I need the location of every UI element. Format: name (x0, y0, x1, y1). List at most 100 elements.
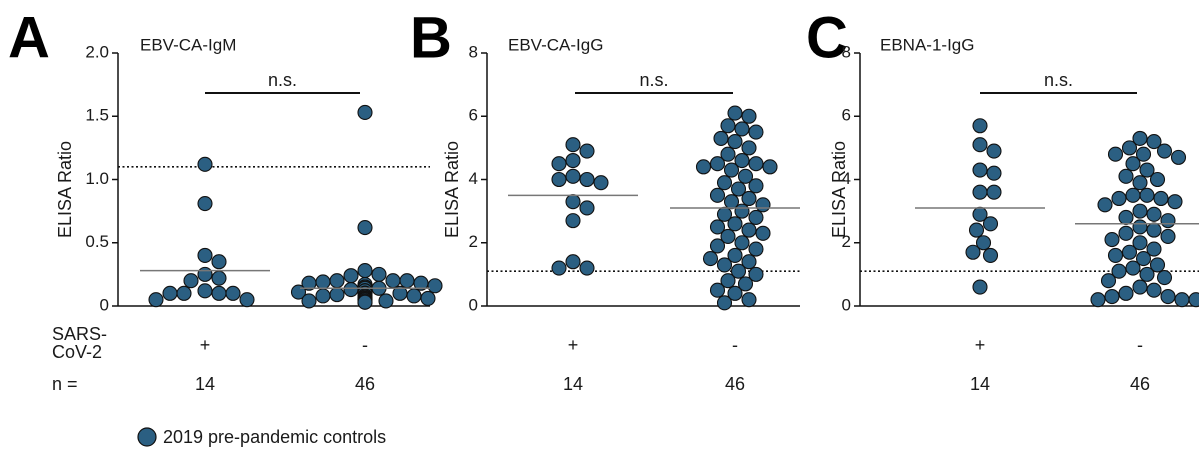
data-point (1125, 187, 1141, 203)
data-point (183, 273, 199, 289)
data-point (1132, 235, 1148, 251)
data-point (986, 184, 1002, 200)
data-point (972, 162, 988, 178)
data-point (720, 228, 736, 244)
data-point (734, 121, 750, 137)
data-point (1118, 285, 1134, 301)
data-point (301, 293, 317, 309)
data-point (1132, 175, 1148, 191)
chart-title: EBNA-1-IgG (880, 35, 974, 54)
y-tick-label: 8 (842, 42, 851, 61)
data-point (1132, 203, 1148, 219)
x-tick-label: + (200, 335, 211, 355)
chart-title: EBV-CA-IgG (508, 35, 603, 54)
y-axis-label: ELISA Ratio (829, 141, 849, 238)
data-point (720, 146, 736, 162)
data-point (565, 254, 581, 270)
y-tick-label: 0 (100, 295, 109, 314)
data-point (1146, 206, 1162, 222)
data-point (579, 260, 595, 276)
panel-label: C (806, 5, 848, 70)
data-point (197, 266, 213, 282)
data-point (399, 273, 415, 289)
data-point (1170, 149, 1187, 165)
data-point (1160, 213, 1176, 229)
y-tick-label: 8 (469, 42, 478, 61)
data-point (716, 295, 733, 311)
data-point (727, 247, 743, 263)
data-point (762, 159, 778, 175)
x-tick-label: - (362, 335, 368, 355)
data-point (565, 213, 581, 229)
data-point (329, 273, 345, 289)
data-point (709, 156, 726, 172)
data-point (709, 282, 726, 298)
x-tick-label: + (975, 335, 986, 355)
data-point (1107, 247, 1124, 263)
data-point (1135, 251, 1152, 267)
data-point (551, 260, 567, 276)
data-point (357, 104, 373, 121)
data-point (378, 293, 394, 309)
data-point (741, 190, 757, 207)
data-point (162, 285, 178, 301)
data-point (741, 108, 757, 124)
data-point (1125, 260, 1141, 276)
data-point (176, 285, 192, 301)
data-point (737, 168, 754, 184)
data-point (734, 203, 750, 219)
data-point (1156, 143, 1173, 159)
data-point (1174, 292, 1190, 308)
data-point (737, 276, 754, 292)
data-point (406, 288, 422, 304)
legend-label: 2019 pre-pandemic controls (163, 427, 386, 447)
data-point (968, 222, 985, 238)
data-point (1146, 134, 1162, 150)
y-tick-label: 0.5 (85, 232, 109, 251)
data-point (986, 165, 1002, 181)
data-point (239, 292, 255, 308)
data-point (1132, 219, 1148, 235)
data-point (1146, 241, 1162, 257)
y-tick-label: 6 (842, 106, 851, 125)
data-point (197, 156, 213, 172)
data-point (755, 225, 771, 241)
data-point (982, 247, 999, 263)
n-value: 14 (970, 374, 990, 394)
data-point (420, 290, 436, 306)
data-point (734, 152, 750, 169)
data-point (1139, 187, 1155, 203)
data-point (197, 283, 213, 299)
data-point (709, 187, 726, 203)
data-point (385, 273, 401, 289)
data-point (727, 134, 743, 150)
y-tick-label: 2 (842, 232, 851, 251)
panel-label: A (8, 5, 50, 70)
data-point (734, 235, 750, 251)
y-tick-label: 4 (469, 169, 478, 188)
data-point (211, 285, 227, 301)
data-point (301, 275, 317, 291)
y-tick-label: 6 (469, 106, 478, 125)
data-point (716, 175, 733, 191)
data-point (1132, 279, 1148, 295)
data-point (1188, 292, 1199, 308)
y-axis-label: ELISA Ratio (55, 141, 75, 238)
data-point (972, 279, 988, 295)
data-point (593, 175, 609, 191)
x-tick-label: + (568, 335, 579, 355)
y-tick-label: 2.0 (85, 42, 109, 61)
data-point (1139, 266, 1155, 282)
data-point (1090, 292, 1106, 308)
data-point (720, 273, 736, 289)
data-point (972, 137, 988, 153)
data-point (1149, 171, 1166, 188)
data-point (357, 220, 373, 236)
data-point (343, 282, 359, 298)
y-tick-label: 0 (842, 295, 851, 314)
data-point (730, 181, 747, 197)
data-point (211, 270, 227, 286)
data-point (565, 168, 581, 184)
data-point (1156, 269, 1173, 286)
data-point (748, 241, 764, 257)
